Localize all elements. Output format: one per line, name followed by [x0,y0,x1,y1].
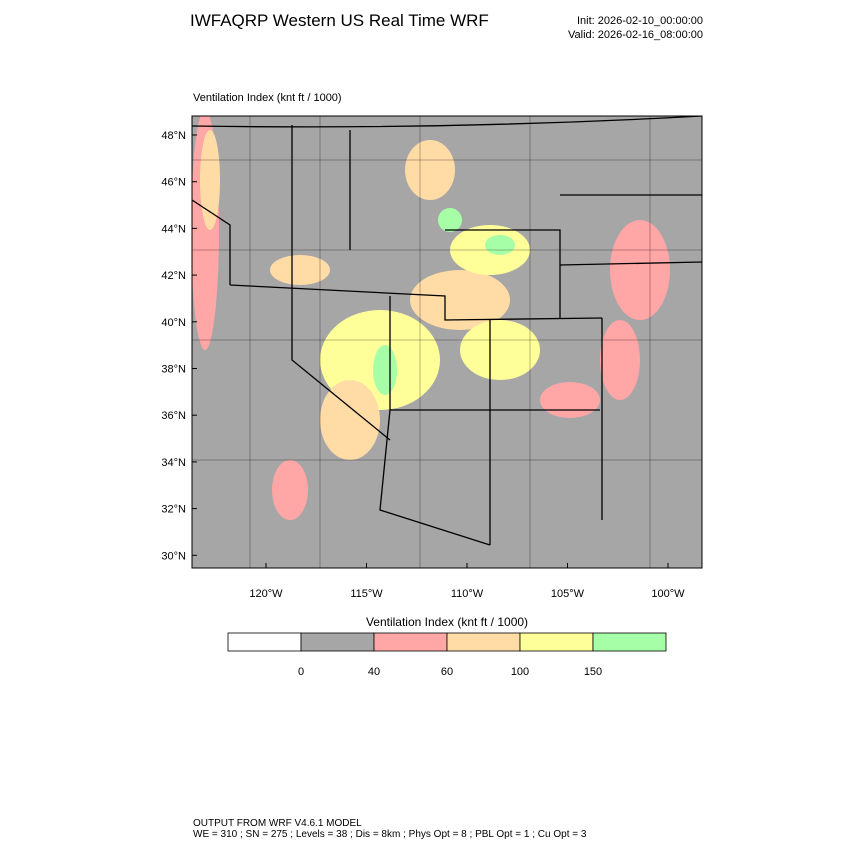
lat-label: 30°N [161,550,186,562]
lat-label: 42°N [161,270,186,282]
lat-label: 32°N [161,504,186,516]
colorbar-level: 0 [298,666,304,678]
lon-labels: 120°W 115°W 110°W 105°W 100°W [249,563,685,600]
lon-label: 105°W [551,588,585,600]
colorbar-box [300,632,375,652]
colorbar-box [373,632,448,652]
colorbar-box [592,632,667,652]
colorbar-level: 60 [441,666,453,678]
lat-label: 36°N [161,410,186,422]
lat-label: 48°N [161,130,186,142]
colorbar-box [519,632,594,652]
map-label: Ventilation Index (knt ft / 1000) [193,92,342,104]
colorbar-level: 100 [511,666,529,678]
lon-label: 115°W [350,588,383,600]
lat-label: 46°N [161,177,186,189]
colorbar-level: 150 [584,666,602,678]
lat-labels: 48°N 46°N 44°N 42°N 40°N 38°N 36°N 34°N 32°N 30°N [161,130,197,562]
colorbar: 0 40 60 100 150 [227,632,667,678]
map [191,115,703,569]
lat-label: 40°N [161,317,186,329]
lon-label: 100°W [651,588,685,600]
colorbar-box [446,632,521,652]
title: IWFAQRP Western US Real Time WRF [190,11,489,30]
lat-label: 44°N [161,223,186,235]
footer-line: OUTPUT FROM WRF V4.6.1 MODEL [193,818,362,829]
lat-label: 34°N [161,457,186,469]
lon-label: 110°W [451,588,484,600]
footer-line: WE = 310 ; SN = 275 ; Levels = 38 ; Dis … [193,829,587,840]
colorbar-title: Ventilation Index (knt ft / 1000) [366,615,528,629]
colorbar-level: 40 [368,666,380,678]
lon-label: 120°W [249,588,283,600]
init-time: Init: 2026-02-10_00:00:00 [577,15,703,27]
colorbar-box [227,632,302,652]
valid-time: Valid: 2026-02-16_08:00:00 [568,29,703,41]
lat-label: 38°N [161,364,186,376]
